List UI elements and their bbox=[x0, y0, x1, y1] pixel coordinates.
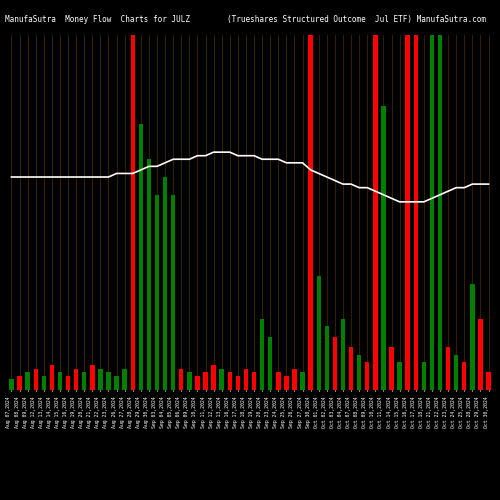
Bar bbox=[106, 372, 110, 390]
Bar bbox=[308, 35, 313, 390]
Bar bbox=[332, 337, 337, 390]
Bar bbox=[204, 372, 208, 390]
Bar bbox=[260, 319, 264, 390]
Bar bbox=[187, 372, 192, 390]
Text: ManufaSutra  Money Flow  Charts for JULZ        (Trueshares Structured Outcome  : ManufaSutra Money Flow Charts for JULZ (… bbox=[5, 15, 486, 24]
Bar bbox=[406, 35, 410, 390]
Bar bbox=[398, 362, 402, 390]
Bar bbox=[90, 365, 94, 390]
Bar bbox=[179, 368, 184, 390]
Bar bbox=[390, 348, 394, 390]
Bar bbox=[284, 376, 288, 390]
Bar bbox=[18, 376, 22, 390]
Bar bbox=[454, 354, 458, 390]
Bar bbox=[381, 106, 386, 390]
Bar bbox=[220, 368, 224, 390]
Bar bbox=[42, 376, 46, 390]
Bar bbox=[82, 372, 86, 390]
Bar bbox=[50, 365, 54, 390]
Bar bbox=[155, 194, 159, 390]
Bar bbox=[349, 348, 354, 390]
Bar bbox=[66, 376, 70, 390]
Bar bbox=[446, 348, 450, 390]
Bar bbox=[324, 326, 329, 390]
Bar bbox=[438, 35, 442, 390]
Bar bbox=[462, 362, 466, 390]
Bar bbox=[171, 194, 175, 390]
Bar bbox=[34, 368, 38, 390]
Bar bbox=[26, 372, 30, 390]
Bar bbox=[130, 35, 135, 390]
Bar bbox=[114, 376, 119, 390]
Bar bbox=[478, 319, 482, 390]
Bar bbox=[373, 35, 378, 390]
Bar bbox=[486, 372, 491, 390]
Bar bbox=[138, 124, 143, 390]
Bar bbox=[365, 362, 370, 390]
Bar bbox=[316, 276, 321, 390]
Bar bbox=[414, 35, 418, 390]
Bar bbox=[9, 380, 14, 390]
Bar bbox=[122, 368, 127, 390]
Bar bbox=[276, 372, 280, 390]
Bar bbox=[341, 319, 345, 390]
Bar bbox=[470, 284, 474, 390]
Bar bbox=[357, 354, 362, 390]
Bar bbox=[236, 376, 240, 390]
Bar bbox=[252, 372, 256, 390]
Bar bbox=[430, 35, 434, 390]
Bar bbox=[244, 368, 248, 390]
Bar bbox=[228, 372, 232, 390]
Bar bbox=[98, 368, 102, 390]
Bar bbox=[146, 159, 151, 390]
Bar bbox=[292, 368, 296, 390]
Bar bbox=[58, 372, 62, 390]
Bar bbox=[163, 177, 168, 390]
Bar bbox=[422, 362, 426, 390]
Bar bbox=[212, 365, 216, 390]
Bar bbox=[74, 368, 78, 390]
Bar bbox=[195, 376, 200, 390]
Bar bbox=[300, 372, 305, 390]
Bar bbox=[268, 337, 272, 390]
